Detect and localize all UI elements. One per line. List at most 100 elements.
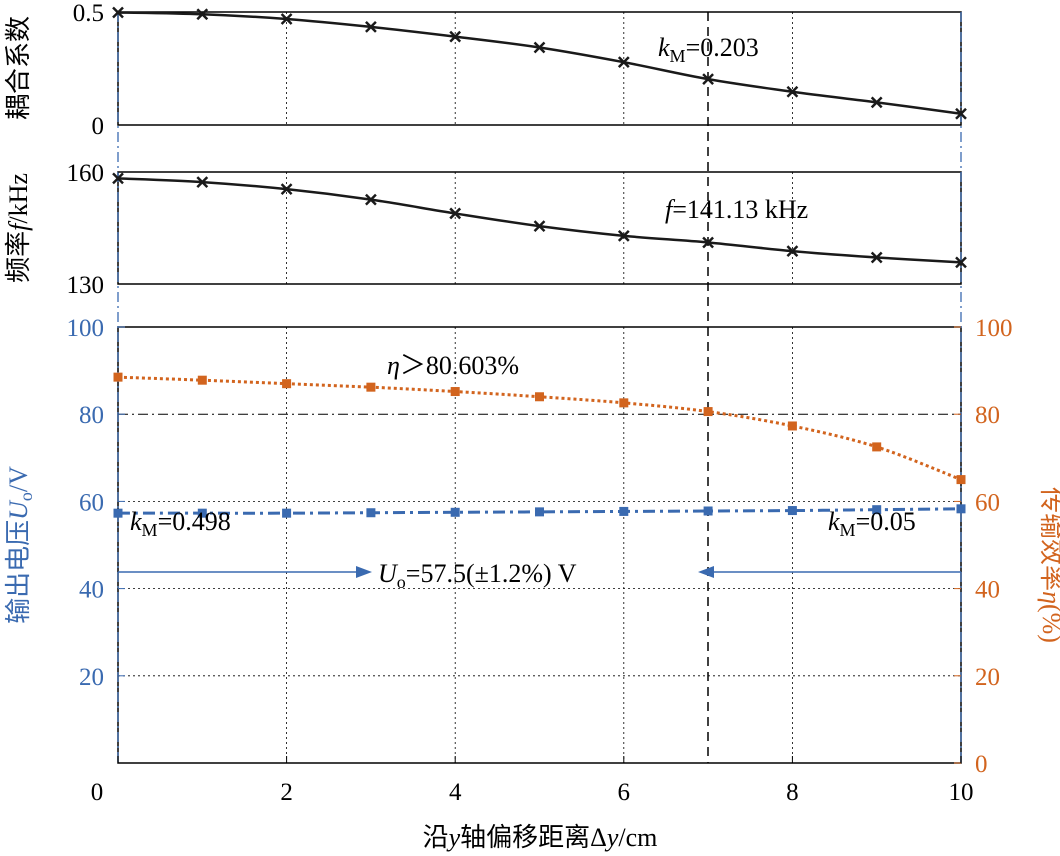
- left-arrowhead: [356, 566, 372, 578]
- frequency-marker-stroke: [955, 256, 967, 269]
- frequency-annotation: f=141.13 kHz: [665, 195, 808, 224]
- voltage-ytick-label: 100: [67, 315, 105, 342]
- coupling-data-point: [280, 13, 293, 25]
- voltage-data-point: [872, 505, 882, 515]
- frequency-data-point: [955, 256, 967, 269]
- voltage-data-point: [450, 507, 460, 517]
- voltage-data-point: [366, 508, 376, 518]
- x-tick-label: 8: [786, 779, 799, 806]
- x-tick-label: 10: [949, 779, 974, 806]
- coupling-data-point: [786, 85, 799, 98]
- voltage-ytick-label: 80: [79, 402, 104, 429]
- coupling-ytick-label: 0: [92, 113, 105, 140]
- efficiency-ytick-label: 40: [975, 577, 1000, 604]
- frequency-data-point: [449, 207, 462, 220]
- coupling-marker-stroke: [870, 96, 883, 109]
- frequency-marker-stroke: [365, 193, 377, 206]
- efficiency-data-point: [197, 375, 207, 385]
- voltage-data-point: [703, 506, 713, 516]
- efficiency-data-point: [787, 421, 797, 431]
- efficiency-ytick-label: 0: [975, 751, 988, 778]
- coupling-marker-stroke: [617, 56, 630, 69]
- panel-voltage-frame: [117, 326, 962, 764]
- efficiency-ytick-label: 80: [975, 402, 1000, 429]
- frequency-ytick-label: 130: [67, 272, 105, 299]
- efficiency-ytick-label: 60: [975, 489, 1000, 516]
- coupling-marker-stroke: [702, 73, 714, 86]
- frequency-marker-stroke: [617, 229, 630, 242]
- voltage-ytick-label: 20: [79, 664, 104, 691]
- coupling-data-point: [533, 41, 546, 54]
- efficiency-data-point: [535, 392, 544, 402]
- coupling-ylabel: 耦合系数: [4, 16, 33, 120]
- eta-annotation: η＞80.603%: [387, 351, 519, 380]
- frequency-ylabel: 频率f/kHz: [4, 173, 33, 283]
- panel-coupling-frame: [117, 11, 962, 126]
- frequency-marker-stroke: [449, 207, 462, 220]
- efficiency-data-point: [619, 398, 629, 408]
- km-right-annotation: kM=0.05: [828, 507, 916, 540]
- coupling-data-point: [870, 96, 883, 109]
- voltage-ylabel: 输出电压Uo/V: [4, 466, 36, 624]
- efficiency-data-point: [956, 475, 966, 485]
- coupling-data-point: [955, 107, 967, 120]
- frequency-data-point: [702, 236, 714, 249]
- voltage-data-point: [787, 506, 797, 516]
- coupling-series-line: [117, 11, 962, 115]
- coupling-annotation: kM=0.203: [658, 33, 759, 66]
- coupling-marker-stroke: [112, 6, 124, 19]
- voltage-ytick-label: 40: [79, 577, 104, 604]
- coupling-data-point: [702, 73, 714, 86]
- coupling-marker-stroke: [365, 21, 377, 33]
- coupling-data-point: [617, 56, 630, 69]
- x-tick-label: 0: [91, 779, 104, 806]
- panel-frequency-frame: [117, 171, 962, 285]
- voltage-data-point: [282, 508, 292, 518]
- uo-annotation: Uo=57.5(±1.2%) V: [378, 559, 577, 592]
- x-tick-label: 4: [449, 779, 462, 806]
- frequency-data-point: [112, 172, 124, 185]
- coupling-marker-stroke: [533, 41, 546, 54]
- frequency-ytick-label: 160: [67, 160, 105, 187]
- voltage-data-point: [535, 507, 544, 517]
- voltage-data-point: [113, 508, 123, 518]
- efficiency-data-point: [113, 372, 123, 382]
- voltage-series-line: [118, 507, 962, 515]
- efficiency-data-point: [282, 379, 292, 389]
- frequency-marker-stroke: [702, 236, 714, 249]
- voltage-data-point: [197, 508, 207, 518]
- coupling-marker-stroke: [196, 8, 209, 21]
- coupling-ytick-label: 0.5: [73, 0, 104, 27]
- x-tick-label: 6: [618, 779, 631, 806]
- efficiency-ytick-label: 100: [975, 315, 1013, 342]
- frequency-marker-stroke: [196, 176, 209, 188]
- frequency-data-point: [617, 229, 630, 242]
- voltage-data-point: [956, 504, 966, 514]
- right-arrowhead: [698, 566, 714, 578]
- frequency-marker-stroke: [280, 183, 293, 196]
- frequency-data-point: [533, 220, 546, 233]
- coupling-data-point: [196, 8, 209, 21]
- coupling-data-point: [449, 30, 462, 43]
- coupling-marker-stroke: [449, 30, 462, 43]
- coupling-marker-stroke: [786, 85, 799, 98]
- coupling-marker-stroke: [955, 107, 967, 120]
- x-axis-label: 沿y轴偏移距离Δy/cm: [423, 823, 658, 852]
- voltage-data-point: [619, 506, 629, 516]
- frequency-data-point: [365, 193, 377, 206]
- frequency-marker-stroke: [870, 251, 883, 264]
- coupling-data-point: [112, 6, 124, 19]
- efficiency-data-point: [703, 407, 713, 417]
- frequency-marker-stroke: [533, 220, 546, 233]
- frequency-data-point: [786, 245, 799, 258]
- km-left-annotation: kM=0.498: [130, 507, 231, 540]
- frequency-marker-stroke: [112, 172, 124, 185]
- frequency-data-point: [870, 251, 883, 264]
- frequency-series-line: [117, 177, 962, 264]
- efficiency-data-point: [450, 387, 460, 397]
- coupling-data-point: [365, 21, 377, 33]
- frequency-data-point: [280, 183, 293, 196]
- frequency-data-point: [196, 176, 209, 188]
